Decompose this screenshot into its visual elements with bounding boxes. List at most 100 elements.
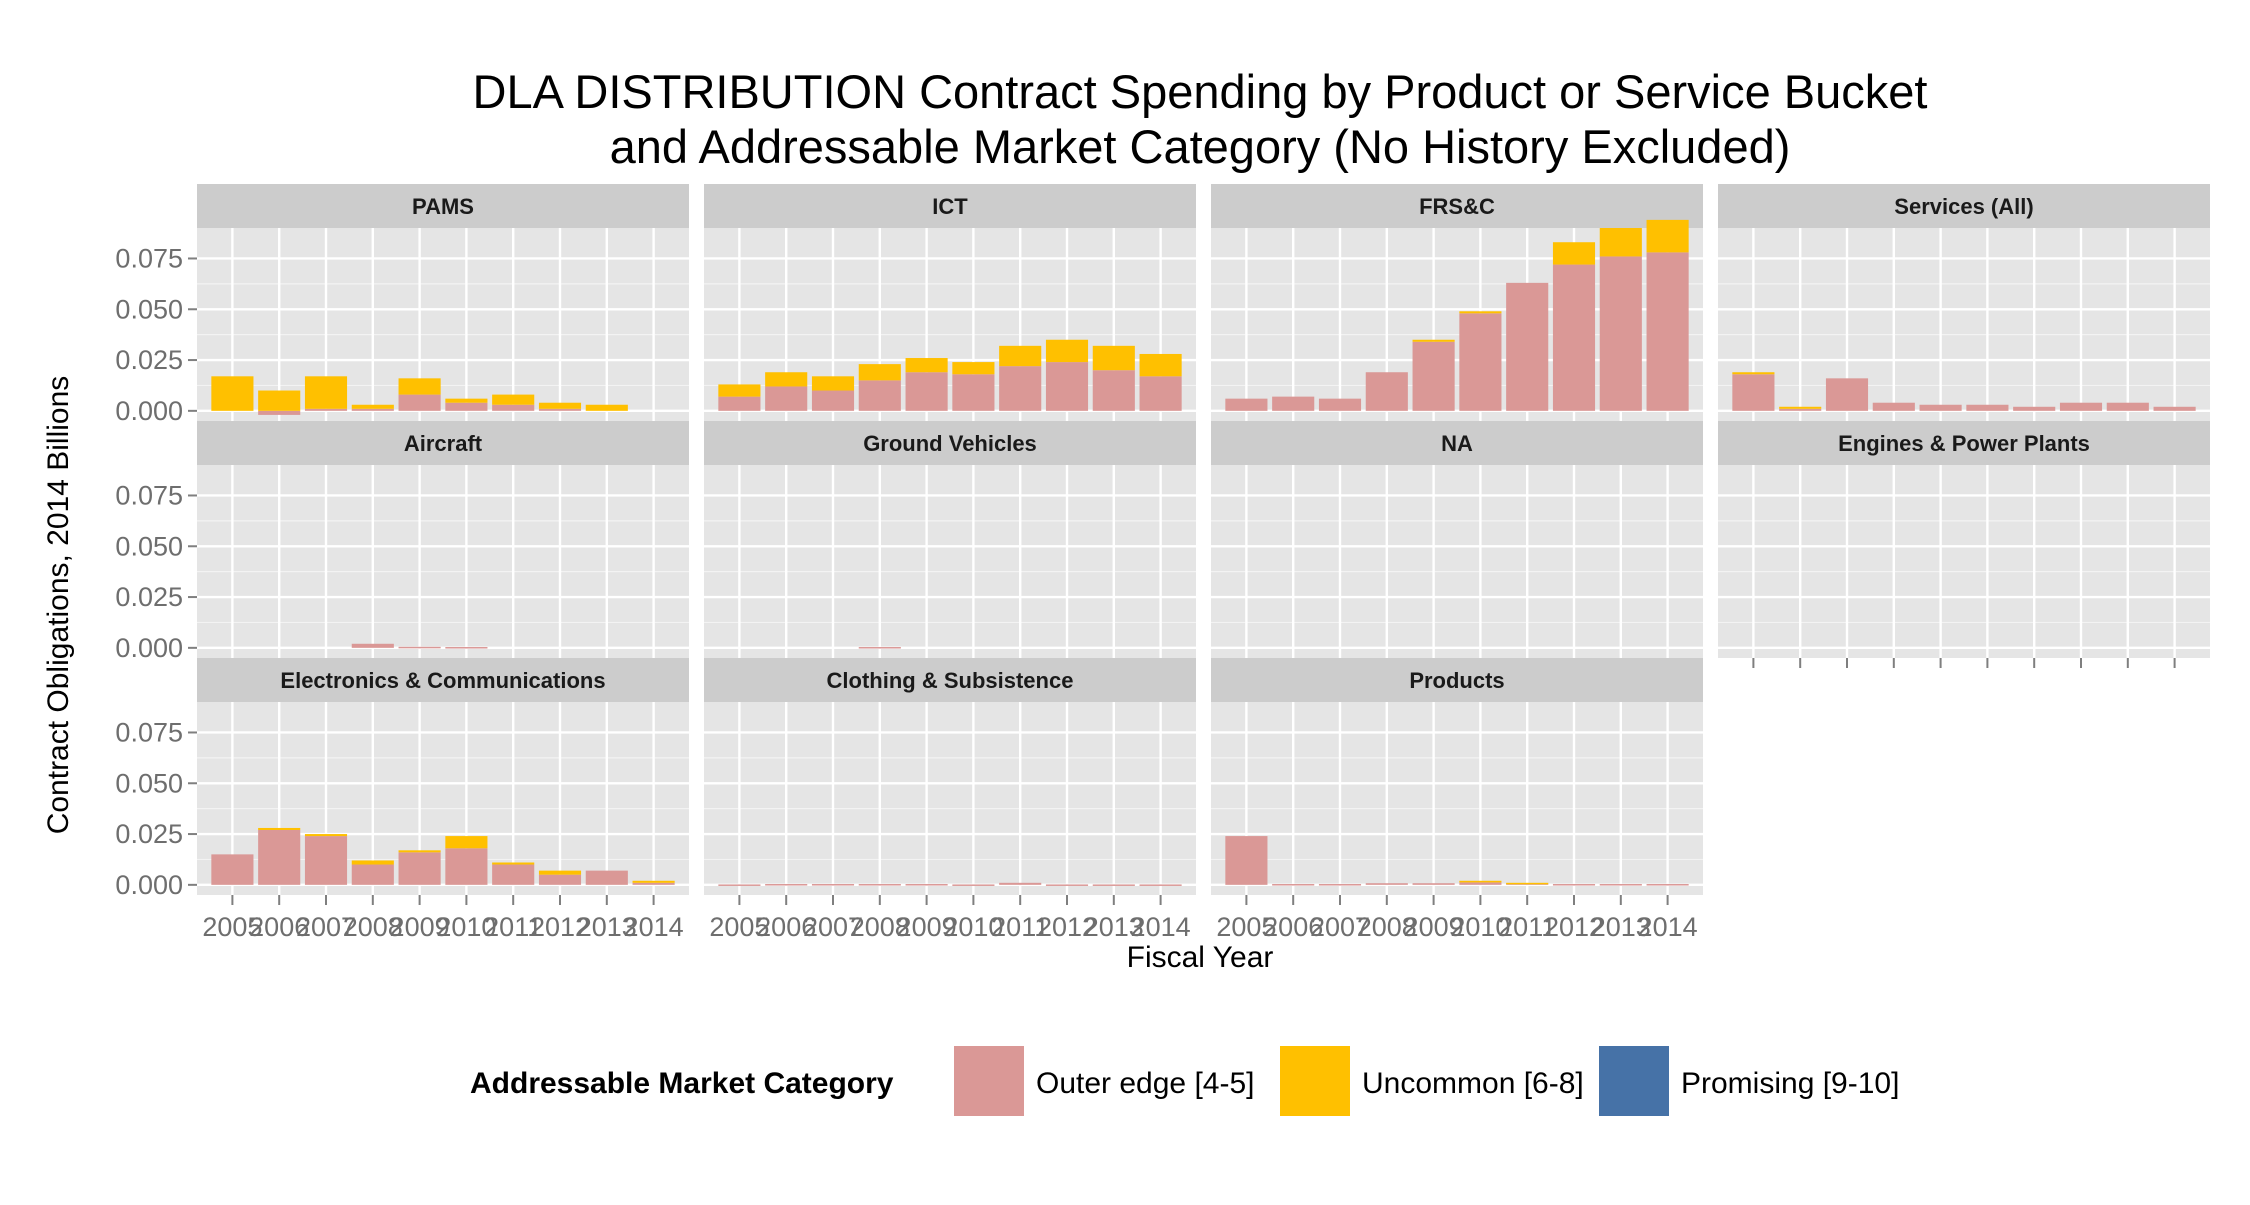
- bar-clothing-subsistence-2011-outer-edge-4-5: [999, 882, 1042, 885]
- bar-services-all-2012-outer-edge-4-5: [2059, 402, 2103, 411]
- bar-electronics-communications-2010-outer-edge-4-5: [445, 848, 488, 885]
- x-tick-label: 2005: [202, 912, 262, 942]
- x-tick-label: 2008: [850, 912, 910, 942]
- bar-products-2005-outer-edge-4-5: [1225, 836, 1268, 885]
- x-tick-label: 2012: [1544, 912, 1604, 942]
- y-tick-label: 0.000: [115, 396, 183, 426]
- facet-strip-ict: [704, 184, 1196, 228]
- bar-frs-c-2012-outer-edge-4-5: [1552, 264, 1596, 411]
- panels-layer: PAMS 0.000 0.025 0.050 0.075 ICT FRS&C Services…: [115, 184, 2210, 942]
- bar-pams-2006-outer-edge-4-5: [258, 410, 301, 415]
- y-tick-label: 0.075: [115, 717, 183, 747]
- bar-ict-2014-uncommon-6-8: [1139, 353, 1182, 377]
- bar-ict-2009-uncommon-6-8: [905, 358, 948, 373]
- bar-frs-c-2007-outer-edge-4-5: [1318, 398, 1362, 411]
- facet-label-aircraft: Aircraft: [404, 431, 483, 456]
- y-tick-label: 0.025: [115, 345, 183, 375]
- bar-products-2011-uncommon-6-8: [1506, 882, 1549, 885]
- panel-background-engines-power-plants: [1718, 465, 2210, 658]
- bar-frs-c-2006-outer-edge-4-5: [1272, 396, 1315, 411]
- bar-electronics-communications-2012-outer-edge-4-5: [538, 874, 582, 885]
- bar-electronics-communications-2014-outer-edge-4-5: [632, 882, 675, 885]
- bar-services-all-2014-outer-edge-4-5: [2153, 406, 2196, 411]
- facet-strip-engines-power-plants: [1718, 421, 2210, 465]
- bar-pams-2010-outer-edge-4-5: [445, 402, 488, 411]
- panel-background-products: [1211, 702, 1703, 895]
- bar-electronics-communications-2010-uncommon-6-8: [445, 836, 488, 849]
- x-tick-label: 2008: [343, 912, 403, 942]
- bar-pams-2010-uncommon-6-8: [445, 398, 488, 403]
- x-tick-label: 2007: [296, 912, 356, 942]
- bar-pams-2006-uncommon-6-8: [258, 390, 301, 411]
- bar-services-all-2007-outer-edge-4-5: [1825, 378, 1869, 411]
- bar-frs-c-2012-uncommon-6-8: [1552, 242, 1596, 265]
- x-tick-label: 2006: [756, 912, 816, 942]
- bar-pams-2012-uncommon-6-8: [538, 402, 582, 409]
- bar-ict-2006-outer-edge-4-5: [765, 386, 808, 411]
- bar-frs-c-2014-uncommon-6-8: [1646, 219, 1689, 253]
- facet-label-na: NA: [1441, 431, 1473, 456]
- bar-frs-c-2009-outer-edge-4-5: [1412, 341, 1455, 411]
- facet-label-frs-c: FRS&C: [1419, 194, 1495, 219]
- bar-ict-2008-outer-edge-4-5: [858, 380, 901, 411]
- bar-frs-c-2013-outer-edge-4-5: [1599, 256, 1642, 411]
- bar-ict-2010-uncommon-6-8: [952, 362, 995, 375]
- bar-frs-c-2005-outer-edge-4-5: [1225, 398, 1268, 411]
- x-tick-label: 2009: [897, 912, 957, 942]
- bar-pams-2012-outer-edge-4-5: [538, 408, 582, 411]
- bar-services-all-2006-uncommon-6-8: [1779, 406, 1822, 409]
- x-tick-label: 2008: [1357, 912, 1417, 942]
- x-tick-label: 2011: [1498, 912, 1556, 942]
- bar-services-all-2008-outer-edge-4-5: [1872, 402, 1915, 411]
- bar-electronics-communications-2006-outer-edge-4-5: [258, 829, 301, 885]
- x-tick-label: 2006: [1263, 912, 1323, 942]
- bar-ict-2012-outer-edge-4-5: [1045, 362, 1089, 411]
- facet-strip-ground-vehicles: [704, 421, 1196, 465]
- bar-ict-2013-outer-edge-4-5: [1092, 370, 1135, 411]
- facet-label-electronics-communications: Electronics & Communications: [280, 668, 605, 693]
- x-tick-label: 2007: [803, 912, 863, 942]
- facet-strip-clothing-subsistence: [704, 658, 1196, 702]
- bar-ict-2007-outer-edge-4-5: [811, 390, 855, 411]
- y-tick-label: 0.025: [115, 582, 183, 612]
- bar-products-2013-outer-edge-4-5: [1599, 884, 1642, 886]
- bar-ict-2011-outer-edge-4-5: [999, 366, 1042, 411]
- bar-ict-2006-uncommon-6-8: [765, 372, 808, 387]
- legend-key-outer-edge-4-5: [954, 1046, 1024, 1116]
- panel-background-ground-vehicles: [704, 465, 1196, 658]
- bar-aircraft-2008-outer-edge-4-5: [351, 643, 394, 648]
- panel-background-aircraft: [197, 465, 689, 658]
- bar-aircraft-2009-outer-edge-4-5: [398, 646, 441, 649]
- bar-services-all-2011-outer-edge-4-5: [2013, 406, 2056, 411]
- bar-electronics-communications-2007-uncommon-6-8: [304, 834, 348, 837]
- facet-label-products: Products: [1409, 668, 1504, 693]
- x-tick-label: 2010: [436, 912, 496, 942]
- bar-services-all-2005-uncommon-6-8: [1732, 372, 1775, 375]
- bar-pams-2011-outer-edge-4-5: [492, 404, 535, 411]
- x-tick-label: 2013: [1084, 912, 1144, 942]
- bar-ict-2014-outer-edge-4-5: [1139, 376, 1182, 411]
- legend-label-uncommon-6-8: Uncommon [6-8]: [1362, 1067, 1584, 1100]
- bar-electronics-communications-2005-outer-edge-4-5: [211, 854, 254, 885]
- facet-label-ict: ICT: [932, 194, 968, 219]
- facet-strip-aircraft: [197, 421, 689, 465]
- bar-pams-2008-outer-edge-4-5: [351, 408, 394, 411]
- y-axis-title: Contract Obligations, 2014 Billions: [42, 376, 75, 835]
- facet-label-engines-power-plants: Engines & Power Plants: [1838, 431, 2090, 456]
- bar-ict-2011-uncommon-6-8: [999, 345, 1042, 367]
- bar-frs-c-2008-outer-edge-4-5: [1365, 372, 1408, 411]
- bar-ict-2005-uncommon-6-8: [718, 384, 761, 397]
- bar-aircraft-2010-outer-edge-4-5: [445, 647, 488, 649]
- bar-ict-2008-uncommon-6-8: [858, 364, 901, 381]
- bar-pams-2007-uncommon-6-8: [304, 376, 348, 409]
- bar-electronics-communications-2008-outer-edge-4-5: [351, 864, 394, 885]
- bar-electronics-communications-2014-uncommon-6-8: [632, 880, 675, 883]
- bar-products-2012-outer-edge-4-5: [1552, 884, 1596, 886]
- x-tick-label: 2012: [530, 912, 590, 942]
- bar-services-all-2010-outer-edge-4-5: [1966, 404, 2009, 411]
- bar-clothing-subsistence-2012-outer-edge-4-5: [1045, 884, 1089, 886]
- legend-label-outer-edge-4-5: Outer edge [4-5]: [1036, 1067, 1254, 1100]
- bar-pams-2009-uncommon-6-8: [398, 378, 441, 395]
